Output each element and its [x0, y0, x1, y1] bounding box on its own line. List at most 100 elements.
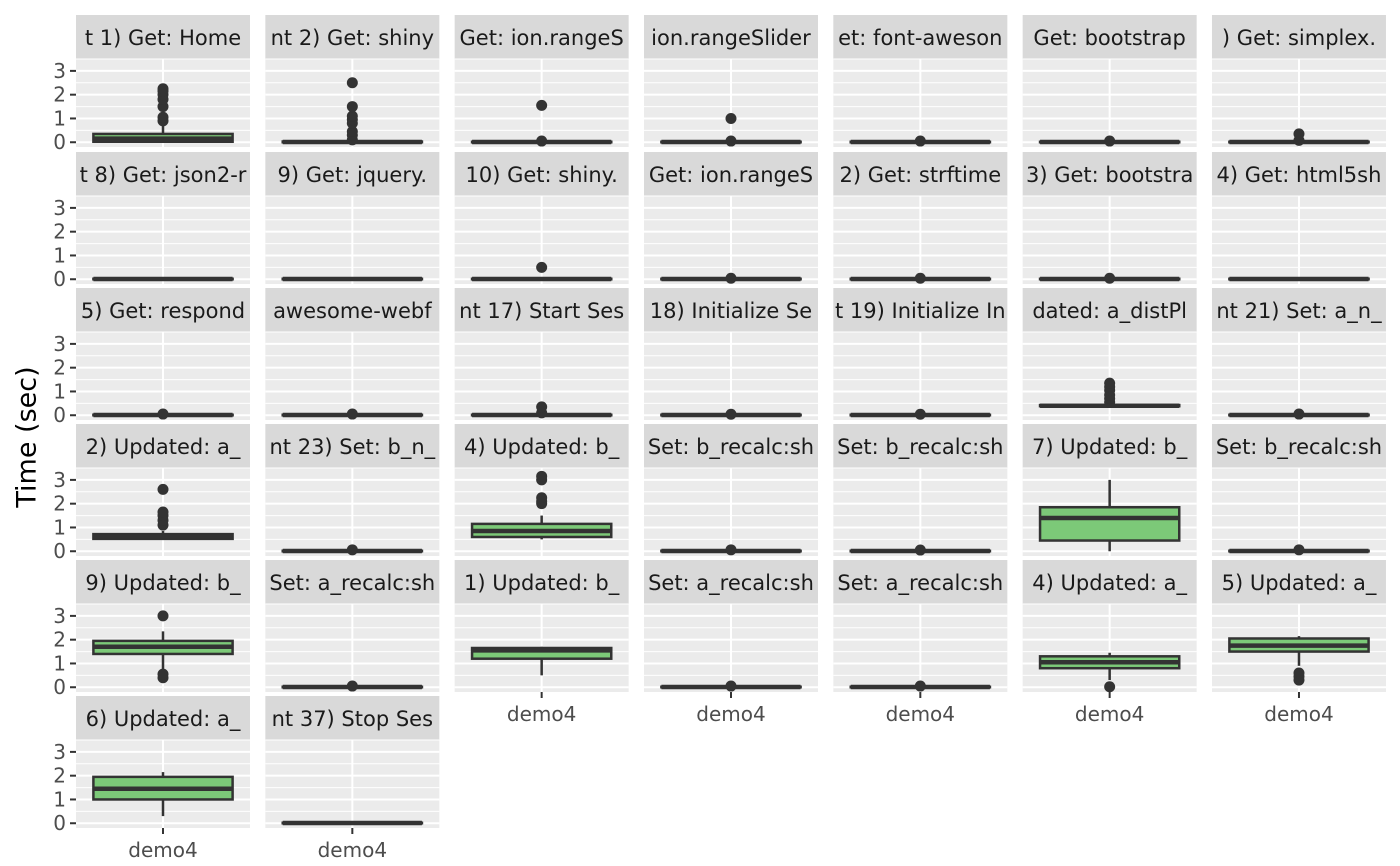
- outlier-point: [1293, 667, 1305, 679]
- facet-strip-label: 10) Get: shiny.: [466, 163, 618, 187]
- facet-strip: [1211, 288, 1386, 332]
- facet-strip: [265, 560, 440, 604]
- facet-strip: [76, 152, 250, 196]
- facet-strip: [643, 152, 818, 196]
- outlier-point: [536, 470, 548, 482]
- outlier-point: [157, 668, 169, 680]
- x-tick-label: demo4: [1075, 702, 1144, 726]
- facet-panel: 2) Get: strftime: [833, 152, 1008, 284]
- facet-strip-label: 4) Get: html5sh: [1217, 163, 1382, 187]
- facet-panel: Get: ion.rangeS: [643, 152, 818, 284]
- outlier-point: [346, 110, 358, 122]
- facet-panel: et: font-aweson: [833, 15, 1008, 147]
- outlier-point: [536, 492, 548, 504]
- x-tick-label: demo4: [886, 702, 955, 726]
- outlier-point: [1104, 377, 1116, 389]
- outlier-point: [914, 544, 926, 556]
- y-tick-label: 3: [53, 196, 66, 220]
- facet-strip-label: Set: b_recalc:sh: [648, 435, 814, 460]
- y-tick-label: 1: [53, 787, 66, 811]
- facet-strip-label: ) Get: simplex.: [1222, 26, 1376, 50]
- x-tick-label: demo4: [128, 838, 197, 862]
- outlier-point: [914, 680, 926, 692]
- outlier-point: [725, 408, 737, 420]
- y-tick-label: 2: [53, 492, 66, 516]
- outlier-point: [914, 408, 926, 420]
- facet-strip: [1022, 152, 1197, 196]
- y-tick-label: 0: [53, 403, 66, 427]
- facet-strip: [76, 288, 250, 332]
- y-tick-label: 1: [53, 243, 66, 267]
- y-tick-label: 1: [53, 106, 66, 130]
- facet-panel: 10) Get: shiny.: [454, 152, 629, 284]
- facet-strip-label: nt 37) Stop Ses: [272, 707, 433, 731]
- facet-strip-label: nt 21) Set: a_n_: [1216, 299, 1382, 324]
- outlier-point: [1293, 408, 1305, 420]
- y-tick-label: 0: [53, 811, 66, 835]
- outlier-point: [725, 680, 737, 692]
- facet-strip: [454, 560, 629, 604]
- facet-strip: [833, 152, 1008, 196]
- facet-strip: [833, 15, 1008, 59]
- facet-strip: [76, 15, 250, 59]
- facet-panel: dated: a_distPl: [1022, 288, 1197, 420]
- facet-strip: [454, 424, 629, 468]
- facet-strip-label: 3) Get: bootstra: [1026, 163, 1193, 187]
- facet-strip: [265, 424, 440, 468]
- outlier-point: [346, 126, 358, 138]
- outlier-point: [157, 610, 169, 622]
- facet-strip-label: Set: a_recalc:sh: [837, 571, 1003, 596]
- facet-panel: nt 37) Stop Ses demo4: [265, 696, 440, 862]
- facet-strip: [265, 288, 440, 332]
- facet-panel: 4) Updated: a_ demo4: [1022, 560, 1197, 726]
- facet-panel: ion.rangeSlider: [643, 15, 818, 147]
- facet-strip: [265, 15, 440, 59]
- y-tick-label: 1: [53, 379, 66, 403]
- outlier-point: [157, 83, 169, 95]
- outlier-point: [914, 272, 926, 284]
- facet-strip: [1022, 15, 1197, 59]
- facet-strip: [1022, 288, 1197, 332]
- outlier-point: [157, 111, 169, 123]
- facet-strip-label: 9) Updated: b_: [85, 571, 241, 596]
- facet-panel: nt 17) Start Ses: [454, 288, 629, 420]
- facet-strip-label: Set: b_recalc:sh: [1216, 435, 1382, 460]
- facet-panel: 5) Updated: a_ demo4: [1211, 560, 1386, 726]
- x-tick-label: demo4: [1264, 702, 1333, 726]
- facet-strip: [76, 696, 250, 740]
- outlier-point: [346, 544, 358, 556]
- facet-strip-label: et: font-aweson: [838, 26, 1002, 50]
- facet-panel: 18) Initialize Se: [643, 288, 818, 420]
- facet-strip: [265, 152, 440, 196]
- facet-panel: ) Get: simplex.: [1211, 15, 1386, 147]
- outlier-point: [346, 77, 358, 89]
- facet-strip-label: 5) Updated: a_: [1222, 571, 1377, 596]
- y-tick-label: 0: [53, 539, 66, 563]
- outlier-point: [346, 101, 358, 113]
- y-tick-label: 3: [53, 59, 66, 83]
- y-tick-label: 2: [53, 356, 66, 380]
- y-tick-label: 3: [53, 740, 66, 764]
- facet-strip-label: t 8) Get: json2-r: [80, 163, 247, 187]
- facet-panel: 1) Updated: b_ demo4: [454, 560, 629, 726]
- facet-strip-label: Set: a_recalc:sh: [648, 571, 814, 596]
- facet-strip: [1022, 560, 1197, 604]
- facet-strip: [1211, 152, 1386, 196]
- facet-panel: t 19) Initialize In: [833, 288, 1008, 420]
- facet-strip: [643, 288, 818, 332]
- x-tick-label: demo4: [318, 838, 387, 862]
- iqr-box: [470, 646, 613, 660]
- facet-panel: nt 2) Get: shiny: [265, 15, 440, 147]
- facet-panel: Set: a_recalc:sh: [265, 560, 440, 692]
- facet-strip-label: t 1) Get: Home: [85, 26, 241, 50]
- facet-panel: Set: a_recalc:sh demo4: [833, 560, 1008, 726]
- y-tick-label: 0: [53, 267, 66, 291]
- facet-panel: 9) Get: jquery.: [265, 152, 440, 284]
- facet-strip-label: ion.rangeSlider: [651, 26, 811, 50]
